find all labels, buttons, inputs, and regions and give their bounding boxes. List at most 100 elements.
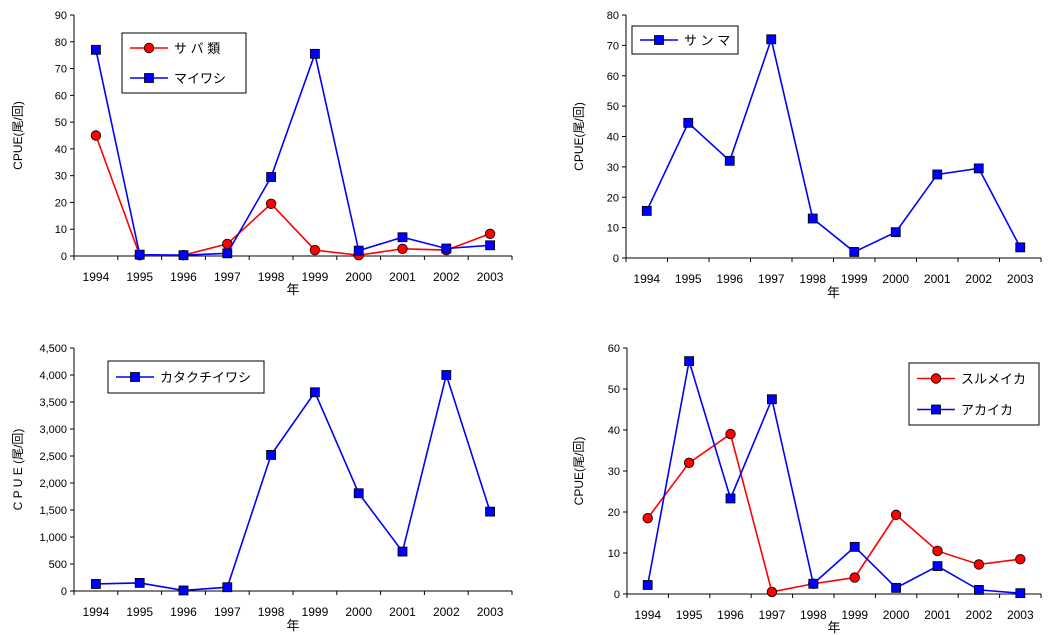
x-tick-label: 2000 xyxy=(883,608,910,622)
y-tick-label: 30 xyxy=(608,466,620,478)
data-point xyxy=(849,572,860,583)
x-tick-label: 2000 xyxy=(345,605,372,619)
x-tick-label: 1997 xyxy=(214,605,241,619)
data-point xyxy=(441,370,452,380)
y-tick-label: 40 xyxy=(608,425,620,437)
data-point xyxy=(265,198,277,209)
x-tick-label: 1996 xyxy=(170,605,197,619)
legend-marker xyxy=(930,373,942,384)
data-point xyxy=(397,232,408,243)
series-line xyxy=(95,135,491,257)
x-tick-label: 1998 xyxy=(800,608,827,622)
y-tick-label: 50 xyxy=(607,101,619,113)
x-tick-label: 1997 xyxy=(214,270,241,284)
legend-label: サ ン マ xyxy=(684,33,730,48)
x-tick-label: 1998 xyxy=(258,605,285,619)
legend: サ ン マ xyxy=(631,25,739,55)
data-point xyxy=(683,457,695,469)
data-point xyxy=(642,580,653,590)
x-tick-label: 2002 xyxy=(433,605,460,619)
x-tick-label: 1999 xyxy=(302,605,329,619)
y-tick-label: 0 xyxy=(613,253,619,265)
x-tick-label: 2003 xyxy=(1007,272,1034,286)
y-tick-label: 10 xyxy=(608,548,620,560)
chart-panel-3: 0 500 1,000 1,500 2,000 2,500 3,000 3,500 4,000 4… xyxy=(11,343,513,633)
data-point xyxy=(642,512,653,524)
x-tick-label: 2002 xyxy=(966,608,993,622)
y-tick-label: 60 xyxy=(608,343,620,355)
data-point xyxy=(397,243,408,254)
data-point xyxy=(766,34,777,45)
data-point xyxy=(1015,553,1026,565)
data-point xyxy=(1015,588,1026,599)
x-tick-label: 2001 xyxy=(389,605,416,619)
data-point xyxy=(266,450,277,460)
y-tick-label: 20 xyxy=(608,507,620,519)
y-tick-label: 80 xyxy=(55,37,67,49)
chart-panel-1: 0 10 20 30 40 50 60 70 80 90 1994 1995 1996 1997 1998 1… xyxy=(11,10,513,297)
x-tick-label: 1998 xyxy=(799,272,826,286)
data-point xyxy=(684,356,694,367)
y-tick-label: 3,000 xyxy=(39,424,67,436)
x-tick-label: 2003 xyxy=(477,270,504,284)
data-point xyxy=(309,48,320,59)
x-tick-label: 2002 xyxy=(965,272,992,286)
y-tick-label: 4,500 xyxy=(39,343,67,355)
x-tick-label: 2001 xyxy=(389,270,416,284)
y-tick-label: 90 xyxy=(55,10,67,22)
y-tick-label: 40 xyxy=(607,132,619,144)
x-axis-label: 年 xyxy=(286,282,299,297)
data-point xyxy=(890,227,901,238)
series-line xyxy=(95,49,491,256)
series-line xyxy=(646,36,1021,253)
x-tick-label: 1994 xyxy=(634,608,661,622)
x-tick-label: 1999 xyxy=(841,272,868,286)
y-tick-label: 10 xyxy=(607,223,619,235)
data-point xyxy=(683,117,694,128)
series-line xyxy=(95,372,491,592)
data-point xyxy=(849,541,860,552)
legend-marker xyxy=(931,404,941,415)
data-point xyxy=(397,546,408,557)
legend-label: マイワシ xyxy=(174,71,226,86)
y-tick-label: 0 xyxy=(61,251,67,263)
y-tick-label: 30 xyxy=(55,171,67,183)
data-point xyxy=(222,582,233,593)
data-point xyxy=(441,243,452,254)
data-point xyxy=(725,428,736,440)
data-point xyxy=(266,172,277,182)
x-tick-label: 1999 xyxy=(841,608,868,622)
data-point xyxy=(178,250,189,261)
y-axis-label: CPUE(尾/回) xyxy=(11,101,25,170)
y-tick-label: 60 xyxy=(607,71,619,83)
data-point xyxy=(725,493,736,504)
data-point xyxy=(1015,242,1026,253)
y-tick-label: 20 xyxy=(55,197,67,209)
legend-marker xyxy=(144,73,154,83)
y-tick-label: 50 xyxy=(608,384,620,396)
data-point xyxy=(724,155,735,166)
x-tick-label: 1998 xyxy=(258,270,285,284)
data-point xyxy=(808,578,819,589)
x-tick-label: 2003 xyxy=(1007,608,1034,622)
legend-label: スルメイカ xyxy=(961,372,1026,387)
x-tick-label: 2000 xyxy=(882,272,909,286)
y-tick-label: 1,000 xyxy=(39,532,67,544)
x-tick-label: 1994 xyxy=(83,605,110,619)
legend-box xyxy=(908,362,1040,426)
legend-marker xyxy=(654,35,664,45)
data-point xyxy=(849,247,860,257)
x-tick-label: 2001 xyxy=(924,608,951,622)
data-point xyxy=(973,559,985,570)
data-point xyxy=(90,130,102,141)
data-point xyxy=(766,586,778,598)
legend-label: サ バ 類 xyxy=(174,41,220,56)
x-tick-label: 1997 xyxy=(759,608,786,622)
y-axis-label: CPUE(尾/回) xyxy=(572,437,586,506)
y-tick-label: 70 xyxy=(55,64,67,76)
y-tick-label: 2,000 xyxy=(39,478,67,490)
data-point xyxy=(178,585,189,596)
